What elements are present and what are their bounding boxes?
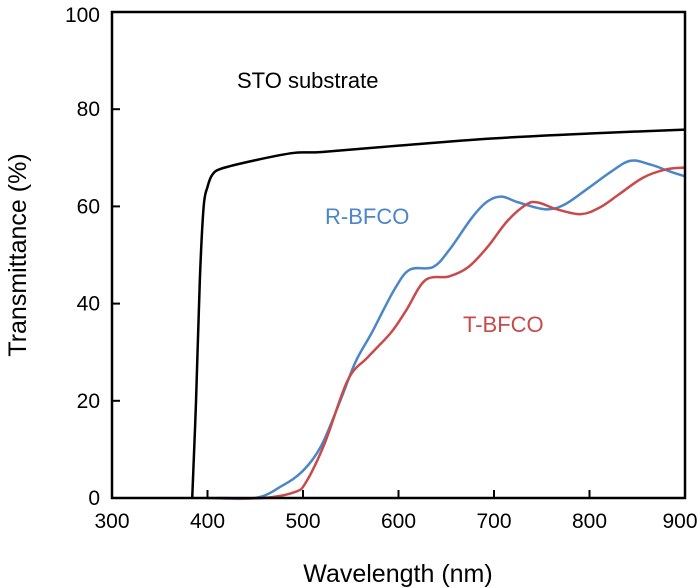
annotation-t-bfco: T-BFCO [463, 312, 544, 337]
series-line-sto-substrate [190, 128, 686, 499]
x-tick-label: 400 [190, 510, 225, 533]
series-line-t-bfco [217, 166, 686, 500]
x-tick-label: 900 [662, 510, 697, 533]
series-line-r-bfco [207, 159, 686, 501]
y-tick-label: 100 [65, 4, 100, 27]
y-axis-title: Transmittance (%) [4, 153, 32, 356]
y-tick-label: 40 [77, 293, 100, 316]
y-tick-label: 80 [77, 98, 100, 121]
plot-frame [110, 10, 687, 500]
x-tick-label: 500 [285, 510, 320, 533]
y-tick-label: 0 [88, 487, 100, 510]
x-axis-title: Wavelength (nm) [303, 560, 492, 588]
x-tick-label: 300 [94, 510, 129, 533]
x-tick-label: 800 [572, 510, 607, 533]
annotation-sto: STO substrate [237, 68, 378, 93]
y-tick-label: 60 [77, 195, 100, 218]
y-tick-label: 20 [77, 390, 100, 413]
x-tick-label: 700 [476, 510, 511, 533]
annotation-r-bfco: R-BFCO [325, 204, 409, 229]
x-tick-label: 600 [381, 510, 416, 533]
